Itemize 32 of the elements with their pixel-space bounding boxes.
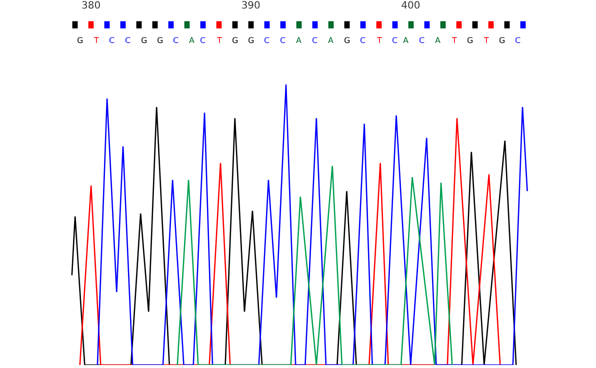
text: C — [264, 36, 270, 45]
text: C — [392, 36, 398, 45]
text: C — [515, 36, 521, 45]
text: G — [157, 36, 164, 45]
text: C — [360, 36, 366, 45]
text: G — [248, 36, 254, 45]
text: G — [77, 36, 84, 45]
text: A — [328, 36, 334, 45]
text: A — [435, 36, 441, 45]
x-tick-label: 400 — [401, 0, 420, 12]
text: A — [296, 36, 302, 45]
text: T — [216, 36, 222, 45]
text: G — [467, 36, 474, 45]
text: G — [232, 36, 238, 45]
text: T — [451, 36, 457, 45]
text: T — [376, 36, 382, 45]
text: C — [419, 36, 425, 45]
text: C — [109, 36, 115, 45]
text: A — [189, 36, 195, 45]
text: T — [483, 36, 489, 45]
x-tick-label: 390 — [241, 0, 260, 12]
text: G — [499, 36, 506, 45]
text: C — [312, 36, 318, 45]
text: T — [93, 36, 99, 45]
text: G — [344, 36, 350, 45]
text: C — [125, 36, 131, 45]
x-tick-label: 380 — [82, 0, 101, 12]
text: C — [173, 36, 179, 45]
text: A — [403, 36, 409, 45]
text: G — [141, 36, 148, 45]
text: C — [200, 36, 206, 45]
text: C — [280, 36, 286, 45]
